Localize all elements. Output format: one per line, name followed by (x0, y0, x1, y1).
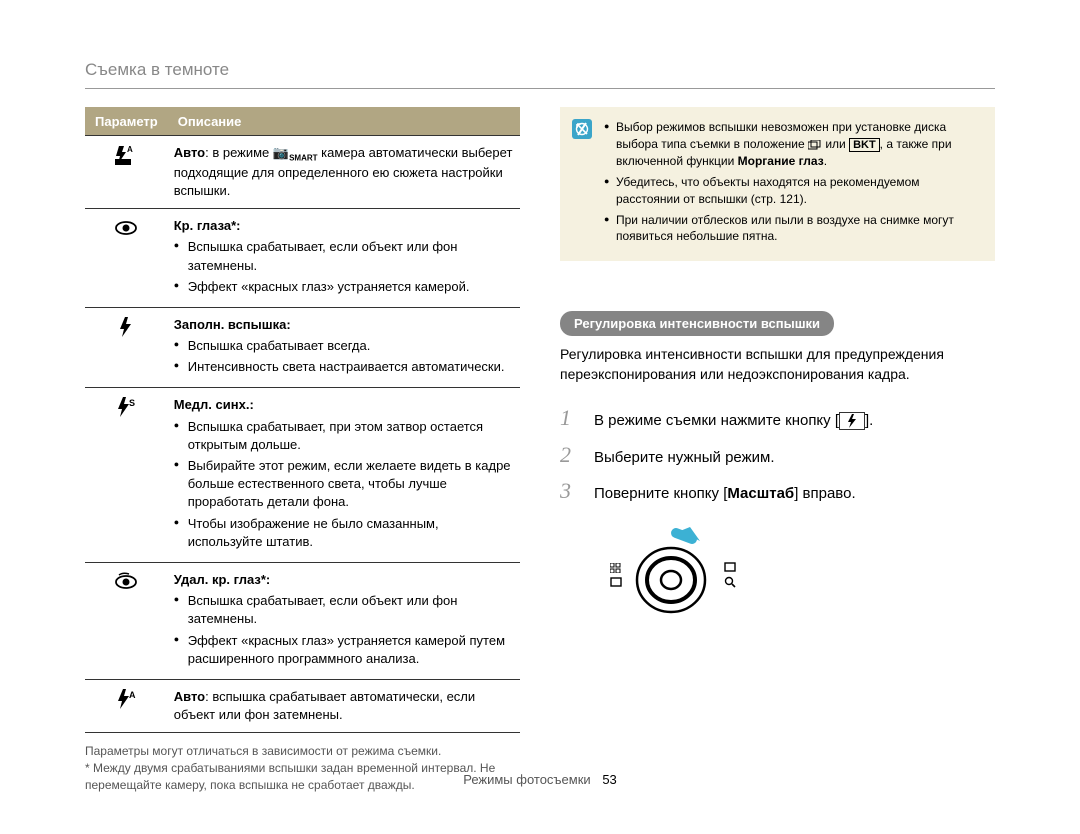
list-item: Эффект «красных глаз» устраняется камеро… (174, 632, 514, 668)
right-column: Выбор режимов вспышки невозможен при уст… (560, 107, 995, 794)
bkt-label: BKT (849, 138, 880, 152)
section-header-pill: Регулировка интенсивности вспышки (560, 311, 834, 336)
page-number: 53 (602, 772, 616, 787)
desc-cell: Заполн. вспышка: Вспышка срабатывает все… (168, 307, 520, 388)
bullet-list: Вспышка срабатывает, при этом затвор ост… (174, 418, 514, 551)
flash-fill-icon (113, 316, 139, 338)
table-row: Заполн. вспышка: Вспышка срабатывает все… (85, 307, 520, 388)
list-item: Эффект «красных глаз» устраняется камеро… (174, 278, 514, 296)
flash-button-icon (839, 412, 865, 430)
icon-cell (85, 307, 168, 388)
list-item: Выбор режимов вспышки невозможен при уст… (604, 119, 979, 170)
list-item: Вспышка срабатывает, при этом затвор ост… (174, 418, 514, 454)
desc-cell: Медл. синх.: Вспышка срабатывает, при эт… (168, 388, 520, 563)
row-bold: Авто (174, 689, 205, 704)
table-row: Удал. кр. глаз*: Вспышка срабатывает, ес… (85, 562, 520, 679)
svg-text:S: S (129, 398, 135, 408)
camera-smart-icon: 📷SMART (273, 145, 318, 160)
title-rule (85, 88, 995, 89)
list-item: Чтобы изображение не было смазанным, исп… (174, 515, 514, 551)
icon-cell: A (85, 136, 168, 209)
svg-text:A: A (127, 145, 133, 154)
zoom-dial-figure (610, 525, 995, 625)
icon-cell: S (85, 388, 168, 563)
table-row: A Авто: вспышка срабатывает автоматическ… (85, 679, 520, 732)
table-row: Кр. глаза*: Вспышка срабатывает, если об… (85, 209, 520, 308)
step-item: 3 Поверните кнопку [Масштаб] вправо. (560, 476, 995, 507)
list-item: Вспышка срабатывает всегда. (174, 337, 514, 355)
flash-auto-smart-icon: A (113, 144, 139, 166)
note-icon (572, 119, 592, 139)
magnify-icon (724, 576, 736, 588)
step-text: Выберите нужный режим. (594, 447, 775, 468)
bullet-list: Вспышка срабатывает всегда. Интенсивност… (174, 337, 514, 376)
svg-text:A: A (129, 690, 136, 700)
info-list: Выбор режимов вспышки невозможен при уст… (604, 119, 979, 245)
wide-icon (610, 577, 622, 587)
table-row: A Авто: в режиме 📷SMART камера автоматич… (85, 136, 520, 209)
grid-icon (610, 563, 622, 573)
flash-auto-icon: A (113, 688, 139, 710)
row-bold: Авто (174, 145, 205, 160)
icon-cell: A (85, 679, 168, 732)
desc-cell: Кр. глаза*: Вспышка срабатывает, если об… (168, 209, 520, 308)
th-param: Параметр (85, 108, 168, 136)
th-desc: Описание (168, 108, 520, 136)
footer-label: Режимы фотосъемки (463, 772, 590, 787)
step-item: 1 В режиме съемки нажмите кнопку []. (560, 403, 995, 434)
desc-cell: Авто: вспышка срабатывает автоматически,… (168, 679, 520, 732)
burst-icon (808, 139, 822, 150)
row-title: Удал. кр. глаз*: (174, 571, 514, 589)
table-row: S Медл. синх.: Вспышка срабатывает, при … (85, 388, 520, 563)
icon-cell (85, 562, 168, 679)
step-number: 2 (560, 440, 578, 471)
step-text: В режиме съемки нажмите кнопку []. (594, 410, 873, 431)
row-title: Заполн. вспышка: (174, 316, 514, 334)
icon-cell (85, 209, 168, 308)
bullet-list: Вспышка срабатывает, если объект или фон… (174, 238, 514, 296)
steps-list: 1 В режиме съемки нажмите кнопку []. 2 В… (560, 403, 995, 507)
two-column-layout: Параметр Описание A Авто: в режиме 📷S (85, 107, 995, 794)
step-number: 1 (560, 403, 578, 434)
footnote: Параметры могут отличаться в зависимости… (85, 743, 520, 760)
list-item: Убедитесь, что объекты находятся на реко… (604, 174, 979, 208)
left-column: Параметр Описание A Авто: в режиме 📷S (85, 107, 520, 794)
dial-left-icons (610, 563, 622, 587)
list-item: Вспышка срабатывает, если объект или фон… (174, 592, 514, 628)
page-content: Съемка в темноте Параметр Описание A (0, 0, 1080, 834)
parameter-table: Параметр Описание A Авто: в режиме 📷S (85, 107, 520, 733)
step-text: Поверните кнопку [Масштаб] вправо. (594, 483, 856, 504)
red-eye-icon (113, 217, 139, 239)
step-number: 3 (560, 476, 578, 507)
section-description: Регулировка интенсивности вспышки для пр… (560, 344, 995, 385)
page-title: Съемка в темноте (85, 60, 995, 80)
step-item: 2 Выберите нужный режим. (560, 440, 995, 471)
row-title: Кр. глаза*: (174, 217, 514, 235)
list-item: Вспышка срабатывает, если объект или фон… (174, 238, 514, 274)
single-icon (724, 562, 736, 572)
page-footer: Режимы фотосъемки 53 (0, 772, 1080, 787)
list-item: При наличии отблесков или пыли в воздухе… (604, 212, 979, 246)
bullet-list: Вспышка срабатывает, если объект или фон… (174, 592, 514, 668)
dial-right-icons (724, 562, 736, 588)
desc-cell: Удал. кр. глаз*: Вспышка срабатывает, ес… (168, 562, 520, 679)
row-title: Медл. синх.: (174, 396, 514, 414)
flash-slow-icon: S (113, 396, 139, 418)
desc-cell: Авто: в режиме 📷SMART камера автоматичес… (168, 136, 520, 209)
dial-graphic (628, 525, 718, 625)
info-note-box: Выбор режимов вспышки невозможен при уст… (560, 107, 995, 261)
list-item: Выбирайте этот режим, если желаете видет… (174, 457, 514, 512)
list-item: Интенсивность света настраивается автома… (174, 358, 514, 376)
red-eye-fix-icon (113, 571, 139, 593)
